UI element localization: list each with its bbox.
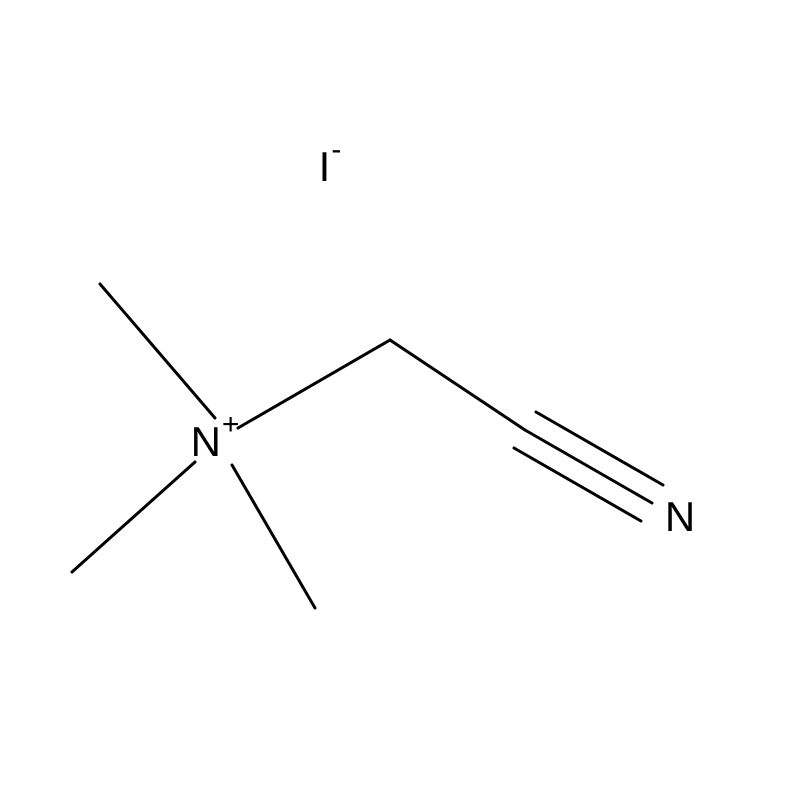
structure-svg: I-N+N xyxy=(0,0,800,800)
bond xyxy=(238,340,390,428)
bond xyxy=(390,340,525,430)
bond xyxy=(232,465,315,608)
bond xyxy=(72,462,195,572)
atom-label-I: I- xyxy=(319,133,342,190)
bond xyxy=(100,284,215,418)
atom-label-N2: N xyxy=(665,493,695,540)
